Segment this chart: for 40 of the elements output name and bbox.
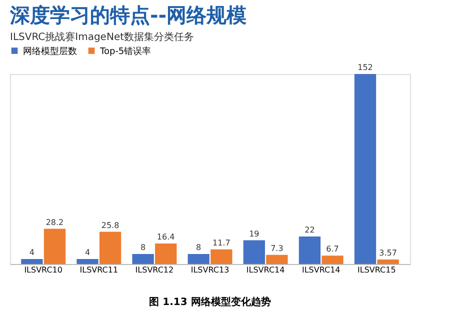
bar [322,256,344,264]
bar [44,228,66,264]
x-tick-label: ILSVRC10 [24,266,62,274]
data-label: 8 [196,243,202,252]
bar [155,244,177,264]
bar [354,74,376,264]
data-label: 7.3 [270,244,284,253]
data-label: 3.57 [379,248,397,258]
chart-title: 深度学习的特点--网络规模 [9,3,247,27]
data-label: 8 [140,243,146,252]
data-label: 6.7 [326,244,339,254]
bar [188,254,210,264]
bar [266,254,288,264]
caption: 图 1.13 网络模型变化趋势 [149,296,271,308]
bar [377,260,399,264]
chart-subtitle: ILSVRC挑战赛ImageNet数据集分类任务 [10,31,194,43]
legend-label: 网络模型层数 [23,46,77,57]
x-tick-label: ILSVRC11 [80,266,118,274]
bar [99,232,122,264]
data-label: 4 [84,248,90,257]
data-label: 152 [358,63,373,72]
x-tick-label: ILSVRC14 [246,266,285,274]
bar [21,259,43,264]
bar [243,240,265,264]
data-label: 22 [304,226,315,234]
legend-label: Top-5错误率 [99,46,152,57]
bar [210,249,232,264]
bar [76,259,98,264]
data-label: 16.4 [156,232,175,242]
x-tick-label: ILSVRC13 [190,266,230,274]
x-tick-label: ILSVRC14 [302,266,340,274]
x-tick-label: ILSVRC15 [358,266,396,274]
data-label: 25.8 [101,220,120,230]
data-label: 4 [29,248,34,257]
data-label: 11.7 [212,238,230,248]
bar [132,254,154,264]
data-label: 28.2 [46,218,64,227]
bar [298,236,321,264]
x-tick-label: ILSVRC12 [135,266,174,274]
data-label: 19 [249,229,260,238]
